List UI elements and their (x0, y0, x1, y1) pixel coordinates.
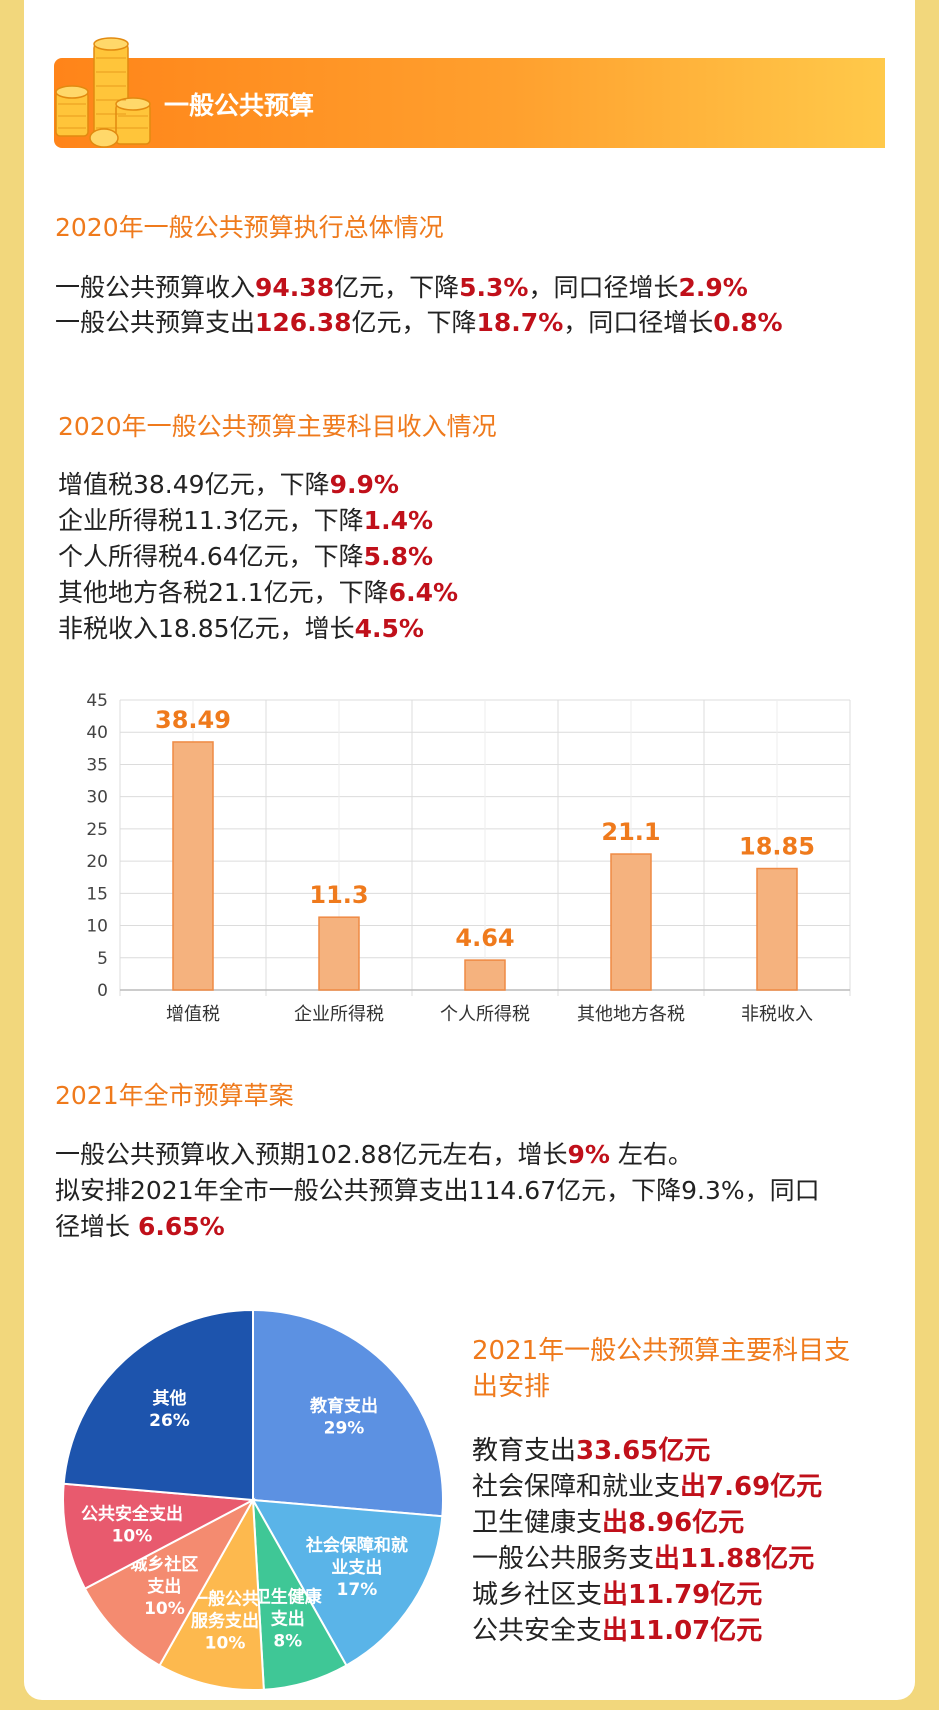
x-tick-label: 个人所得税 (440, 1004, 530, 1025)
income-item: 其他地方各税21.1亿元，下降6.4% (58, 578, 459, 607)
slice-percent-label: 10% (112, 1527, 153, 1547)
y-tick-label: 20 (86, 852, 108, 872)
pie-slice (252, 1308, 444, 1518)
section3-line-2: 拟安排2021年全市一般公共预算支出114.67亿元，下降9.3%，同口 (55, 1176, 820, 1205)
slice-percent-label: 10% (205, 1633, 246, 1653)
pie-slice (62, 1482, 257, 1591)
slice-label: 业支出 (331, 1557, 382, 1578)
y-tick-label: 35 (86, 755, 108, 775)
x-tick-label: 其他地方各税 (577, 1004, 685, 1025)
slice-label: 其他 (152, 1388, 186, 1409)
y-tick-label: 10 (86, 917, 108, 937)
data-label: 11.3 (309, 881, 368, 909)
slice-label: 服务支出 (191, 1610, 259, 1631)
data-label: 4.64 (455, 924, 514, 952)
slice-label: 教育支出 (309, 1395, 378, 1416)
expenditure-list: 教育支出33.65亿元 社会保障和就业支出7.69亿元 卫生健康支出8.96亿元… (472, 1433, 822, 1649)
bar (172, 741, 214, 991)
slice-label: 支出 (147, 1576, 181, 1597)
slice-label: 社会保障和就 (305, 1535, 408, 1556)
x-tick-label: 增值税 (166, 1004, 220, 1025)
slice-percent-label: 26% (149, 1411, 190, 1431)
section1-heading: 2020年一般公共预算执行总体情况 (55, 213, 444, 242)
slice-label: 公共安全支出 (81, 1504, 183, 1525)
expenditure-item: 教育支出33.65亿元 (472, 1436, 711, 1466)
y-tick-label: 30 (86, 788, 108, 808)
section3-line-3: 径增长 6.65% (55, 1212, 225, 1241)
x-tick-label: 企业所得税 (294, 1004, 384, 1025)
slice-label: 卫生健康 (254, 1586, 323, 1607)
bar (610, 853, 652, 991)
y-tick-label: 45 (86, 691, 108, 711)
section3-line-1: 一般公共预算收入预期102.88亿元左右，增长9% 左右。 (55, 1140, 693, 1169)
expenditure-item: 一般公共服务支出11.88亿元 (472, 1544, 815, 1574)
section4-heading: 2021年一般公共预算主要科目支出安排 (472, 1336, 851, 1402)
expenditure-item: 公共安全支出11.07亿元 (472, 1616, 763, 1646)
data-label: 21.1 (601, 818, 660, 846)
income-item: 个人所得税4.64亿元，下降5.8% (58, 542, 434, 571)
slice-percent-label: 8% (273, 1631, 302, 1651)
slice-label: 支出 (271, 1608, 305, 1629)
pie-slice (251, 1498, 444, 1667)
slice-percent-label: 10% (144, 1599, 185, 1619)
y-tick-label: 15 (86, 884, 108, 904)
income-item: 增值税38.49亿元，下降9.9% (58, 470, 399, 499)
y-tick-label: 0 (97, 981, 108, 1001)
y-tick-label: 40 (86, 723, 108, 743)
y-tick-label: 25 (86, 820, 108, 840)
section1-line-2: 一般公共预算支出126.38亿元，下降18.7%，同口径增长0.8% (55, 308, 783, 337)
y-tick-label: 5 (97, 949, 108, 969)
bar (318, 916, 360, 991)
pie-slice (62, 1308, 254, 1502)
expenditure-item: 社会保障和就业支出7.69亿元 (472, 1472, 823, 1502)
slice-label: 城乡社区 (130, 1554, 198, 1575)
section3-heading: 2021年全市预算草案 (55, 1081, 294, 1110)
slice-label: 一般公共 (191, 1588, 259, 1609)
pie-slice (83, 1497, 256, 1667)
bar (756, 867, 798, 991)
income-item: 企业所得税11.3亿元，下降1.4% (58, 506, 434, 535)
data-label: 38.49 (155, 706, 231, 734)
expenditure-item: 卫生健康支出8.96亿元 (472, 1508, 745, 1538)
data-label: 18.85 (739, 833, 815, 861)
banner-title: 一般公共预算 (164, 91, 315, 120)
x-tick-label: 非税收入 (741, 1004, 813, 1025)
income-item: 非税收入18.85亿元，增长4.5% (58, 614, 424, 643)
section1-line-1: 一般公共预算收入94.38亿元，下降5.3%，同口径增长2.9% (55, 273, 748, 302)
coin-stack-icon (55, 37, 151, 148)
income-bar-chart: 0 5 10 15 20 25 30 35 40 45 38.49 增值税 11.3 企业所得税 4.64 个… (86, 691, 851, 1025)
slice-percent-label: 17% (337, 1580, 378, 1600)
expenditure-item: 城乡社区支出11.79亿元 (472, 1580, 763, 1610)
slice-percent-label: 29% (324, 1418, 365, 1438)
section-banner (54, 58, 885, 148)
section2-heading: 2020年一般公共预算主要科目收入情况 (58, 412, 497, 441)
expenditure-pie-chart: 教育支出29%社会保障和就业支出17%卫生健康支出8%一般公共服务支出10%城乡… (62, 1308, 444, 1691)
pie-slice (158, 1496, 265, 1691)
bar (464, 959, 506, 991)
